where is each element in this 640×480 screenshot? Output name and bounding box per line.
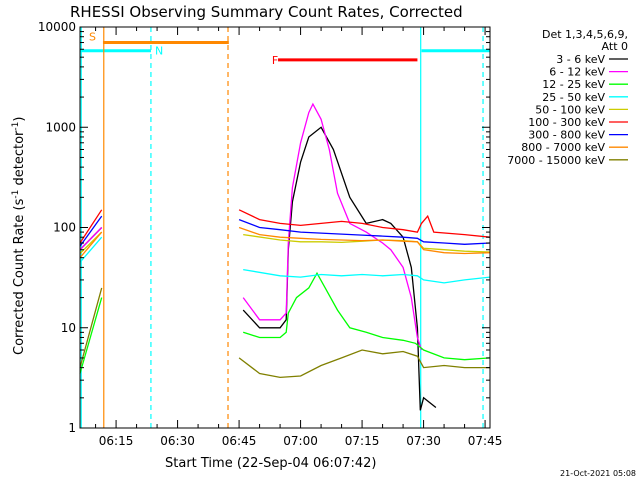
legend-entry-label: 7000 - 15000 keV — [507, 154, 605, 167]
legend-header-line2: Att 0 — [602, 40, 628, 53]
legend-entry-label: 50 - 100 keV — [535, 103, 605, 116]
x-tick-label: 06:45 — [222, 434, 257, 448]
footer-date: 21-Oct-2021 05:08 — [560, 469, 636, 478]
x-axis-label: Start Time (22-Sep-04 06:07:42) — [165, 456, 376, 471]
series-line — [79, 102, 423, 351]
legend-header-line1: Det 1,3,4,5,6,9, — [542, 28, 628, 41]
x-axis-ticks: 06:15 06:30 06:45 07:00 07:15 07:30 07:45 — [95, 27, 503, 448]
series-line — [79, 236, 491, 284]
y-tick-label: 1000 — [45, 120, 76, 134]
x-tick-label: 07:00 — [283, 434, 318, 448]
y-tick-label: 1 — [68, 421, 76, 435]
series-line — [79, 287, 490, 379]
x-tick-label: 07:15 — [345, 434, 380, 448]
y-axis-label-part2: detector — [12, 130, 27, 190]
plot-frame — [79, 26, 491, 429]
x-tick-label: 06:15 — [99, 434, 134, 448]
y-tick-label: 10000 — [38, 20, 76, 34]
legend-entry-label: 6 - 12 keV — [549, 66, 605, 79]
flag-label: F — [272, 54, 278, 67]
flags-layer: S N F — [80, 31, 490, 67]
legend-entry-label: 800 - 7000 keV — [521, 141, 605, 154]
y-axis-label-sup2: -1 — [11, 122, 21, 131]
y-axis-label-sup1: -1 — [11, 190, 21, 199]
flag-label: S — [89, 31, 96, 44]
series-line — [79, 126, 437, 411]
series-line — [79, 226, 491, 259]
vertical-lines-layer — [80, 27, 484, 428]
legend-entry-label: 100 - 300 keV — [528, 116, 605, 129]
legend-entry-label: 300 - 800 keV — [528, 129, 605, 142]
y-axis-ticks: 1 10 100 1000 10000 — [38, 20, 490, 435]
series-line — [79, 271, 491, 374]
y-tick-label: 10 — [61, 321, 76, 335]
chart-title: RHESSI Observing Summary Count Rates, Co… — [70, 3, 463, 21]
y-axis-label-part1: Corrected Count Rate (s — [12, 198, 27, 355]
y-axis-label: Corrected Count Rate (s-1 detector-1) — [11, 117, 27, 355]
y-tick-label: 100 — [53, 221, 76, 235]
legend-entry-label: 25 - 50 keV — [542, 91, 605, 104]
y-axis-label-part3: ) — [12, 117, 27, 122]
legend-entry-label: 3 - 6 keV — [556, 53, 605, 66]
x-tick-label: 07:30 — [406, 434, 441, 448]
flag-label: N — [155, 45, 163, 58]
series-line — [79, 215, 491, 247]
legend-entry-label: 12 - 25 keV — [542, 78, 605, 91]
series-layer — [79, 102, 491, 411]
x-tick-label: 07:45 — [468, 434, 503, 448]
x-tick-label: 06:30 — [160, 434, 195, 448]
